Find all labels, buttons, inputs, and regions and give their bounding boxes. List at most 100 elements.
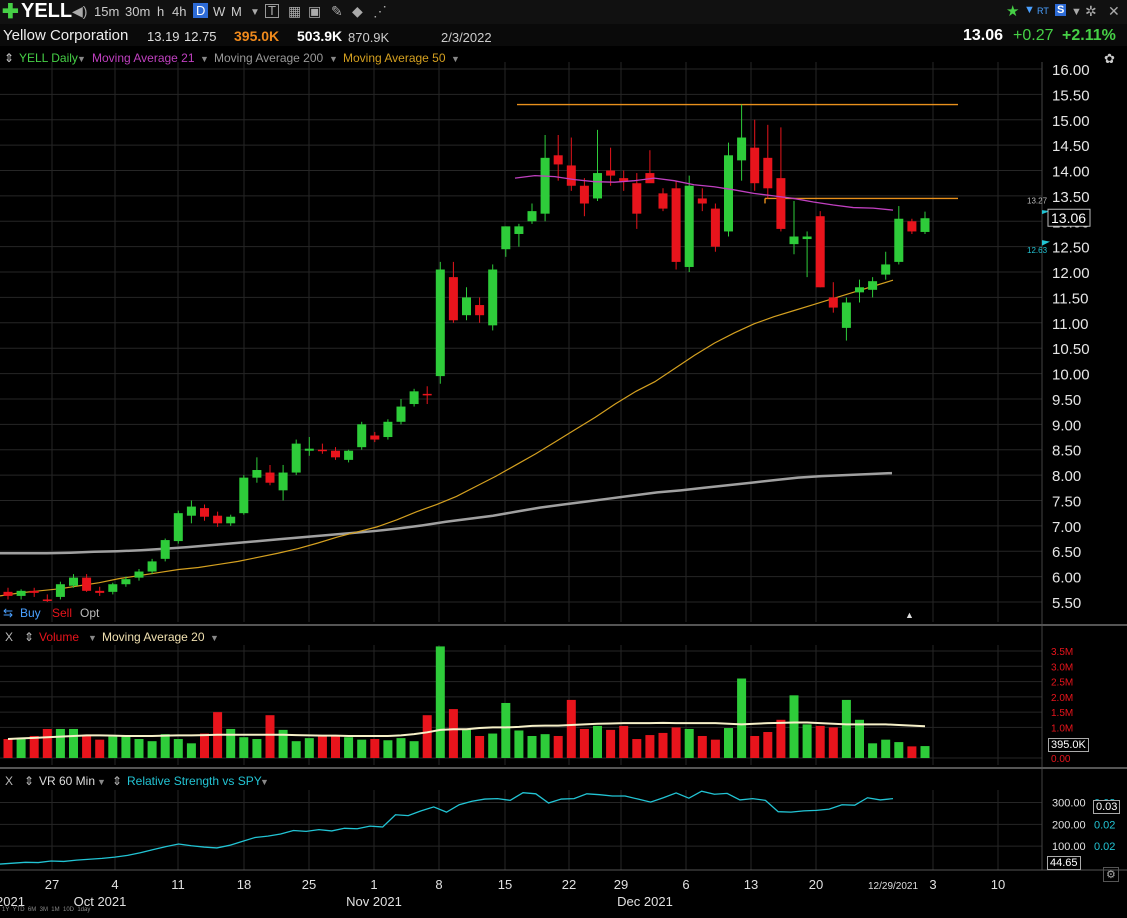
rs-handle-icon-2[interactable]: ⇕ <box>112 774 123 788</box>
volume-bar <box>501 702 511 758</box>
legend-ma200[interactable]: Moving Average 200 <box>214 51 324 65</box>
share-icon[interactable]: ⋰ <box>373 3 387 19</box>
candle-body <box>632 183 642 214</box>
star-icon[interactable]: ★ <box>1006 3 1020 20</box>
volume-tick-label: 0.00 <box>1051 754 1071 765</box>
volume-close-button[interactable]: X <box>5 630 14 644</box>
volume-bar <box>69 728 78 758</box>
close-icon[interactable]: ✕ <box>1108 3 1120 19</box>
range-3m[interactable]: 3M <box>39 907 48 913</box>
scroll-up-icon[interactable]: ▲ <box>905 610 914 620</box>
layout-icon[interactable]: T <box>265 4 279 18</box>
palette-icon[interactable]: ✿ <box>1104 51 1115 66</box>
volume-ma-label[interactable]: Moving Average 20 <box>102 630 205 644</box>
volume-bar <box>29 735 39 758</box>
interval-h[interactable]: h <box>157 4 165 19</box>
legend-ma50-dropdown-icon[interactable]: ▼ <box>451 54 460 64</box>
settings-icon[interactable]: ✲ <box>1085 3 1097 19</box>
sell-button[interactable]: Sell <box>52 606 73 620</box>
candle-body <box>868 281 878 290</box>
range-buttons[interactable]: 1Y YTD 6M 3M 1M 10D 1day <box>2 907 90 913</box>
volume-bar <box>357 739 367 758</box>
interval-w[interactable]: W <box>213 4 226 19</box>
candle-body <box>95 590 105 593</box>
vr-label[interactable]: VR 60 Min <box>39 774 96 788</box>
dropdown-icon[interactable]: ▼ <box>1071 6 1082 18</box>
month-label: Nov 2021 <box>346 894 402 909</box>
rt-label[interactable]: RT <box>1037 6 1049 16</box>
interval-30m[interactable]: 30m <box>125 4 151 19</box>
volume-tick-label: 3.5M <box>1051 647 1073 658</box>
speaker-icon[interactable]: ◀) <box>72 3 88 19</box>
volume-bar <box>776 719 786 758</box>
symbol-label[interactable]: YELL <box>21 0 73 22</box>
price-tick-label: 8.50 <box>1052 443 1081 460</box>
range-1day[interactable]: 1day <box>77 907 91 913</box>
grid-icon[interactable]: ▦ <box>288 3 302 19</box>
volume-ma-dropdown-icon[interactable]: ▼ <box>210 633 219 643</box>
candle-body <box>894 218 904 262</box>
opt-button[interactable]: Opt <box>80 606 100 620</box>
calendar-icon[interactable]: ▣ <box>308 3 322 19</box>
volume-label[interactable]: Volume <box>39 630 80 644</box>
legend-handle-icon[interactable]: ⇕ <box>4 51 15 65</box>
ma50-path <box>0 279 894 597</box>
eraser-icon[interactable]: ◆ <box>352 3 363 19</box>
rs-close-button[interactable]: X <box>5 774 14 788</box>
volume-bar <box>147 741 157 758</box>
legend-price[interactable]: YELL Daily <box>19 51 78 65</box>
volume-bar <box>383 740 393 758</box>
volume-bar <box>448 709 458 758</box>
interval-dropdown-icon[interactable]: ▼ <box>250 7 260 18</box>
rs-handle-icon[interactable]: ⇕ <box>24 774 35 788</box>
interval-4h[interactable]: 4h <box>172 4 187 19</box>
price-grid <box>0 62 1042 622</box>
add-symbol-icon[interactable]: ✚ <box>2 1 19 23</box>
volume-bar <box>475 735 485 758</box>
price-tick-label: 12.00 <box>1052 265 1090 282</box>
panel-divider-2[interactable] <box>0 767 1127 769</box>
legend-ma21[interactable]: Moving Average 21 <box>92 51 195 65</box>
interval-d[interactable]: D <box>193 3 209 18</box>
price-tick-label: 5.50 <box>1052 595 1081 612</box>
interval-m[interactable]: M <box>231 4 242 19</box>
date-tick-label: 8 <box>435 877 442 892</box>
range-1y[interactable]: 1Y <box>2 907 10 913</box>
price-tick-label: 12.50 <box>1052 240 1090 257</box>
legend-ma21-dropdown-icon[interactable]: ▼ <box>200 54 209 64</box>
filter-icon[interactable]: ▼ <box>1024 4 1035 16</box>
company-name: Yellow Corporation <box>3 27 129 44</box>
volume-bar <box>684 728 694 758</box>
legend-ma50[interactable]: Moving Average 50 <box>343 51 446 65</box>
range-ytd[interactable]: YTD <box>12 907 25 913</box>
range-6m[interactable]: 6M <box>27 907 37 913</box>
range-1m[interactable]: 1M <box>51 907 60 913</box>
rs-label[interactable]: Relative Strength vs SPY <box>127 774 262 788</box>
buy-button[interactable]: Buy <box>20 606 41 620</box>
candle-body <box>344 450 354 460</box>
volume-handle-icon[interactable]: ⇕ <box>24 630 35 644</box>
volume-dropdown-icon[interactable]: ▼ <box>88 633 97 643</box>
range-10d[interactable]: 10D <box>62 907 74 913</box>
last-price-box <box>1047 208 1091 227</box>
month-label: Oct 2021 <box>74 894 127 909</box>
volume-bar <box>658 732 668 758</box>
volume-bar <box>422 715 432 758</box>
candle-body <box>16 590 26 596</box>
draw-icon[interactable]: ✎ <box>331 3 343 19</box>
panel-divider[interactable] <box>0 624 1127 626</box>
rs-dropdown-icon[interactable]: ▼ <box>260 777 269 787</box>
legend-price-dropdown-icon[interactable]: ▼ <box>77 54 86 64</box>
axis-settings-icon[interactable]: ⚙ <box>1103 867 1119 882</box>
candle-body <box>527 211 537 222</box>
vr-dropdown-icon[interactable]: ▼ <box>97 777 106 787</box>
interval-15m[interactable]: 15m <box>94 4 120 19</box>
order-icon[interactable]: ⇆ <box>3 606 14 620</box>
candle-body <box>540 157 550 214</box>
s-badge[interactable]: S <box>1055 4 1067 16</box>
volume-bar <box>317 735 327 758</box>
last-price-tag: 13.06 <box>1051 210 1086 226</box>
legend-ma200-dropdown-icon[interactable]: ▼ <box>329 54 338 64</box>
price-tick-label: 7.00 <box>1052 519 1081 536</box>
